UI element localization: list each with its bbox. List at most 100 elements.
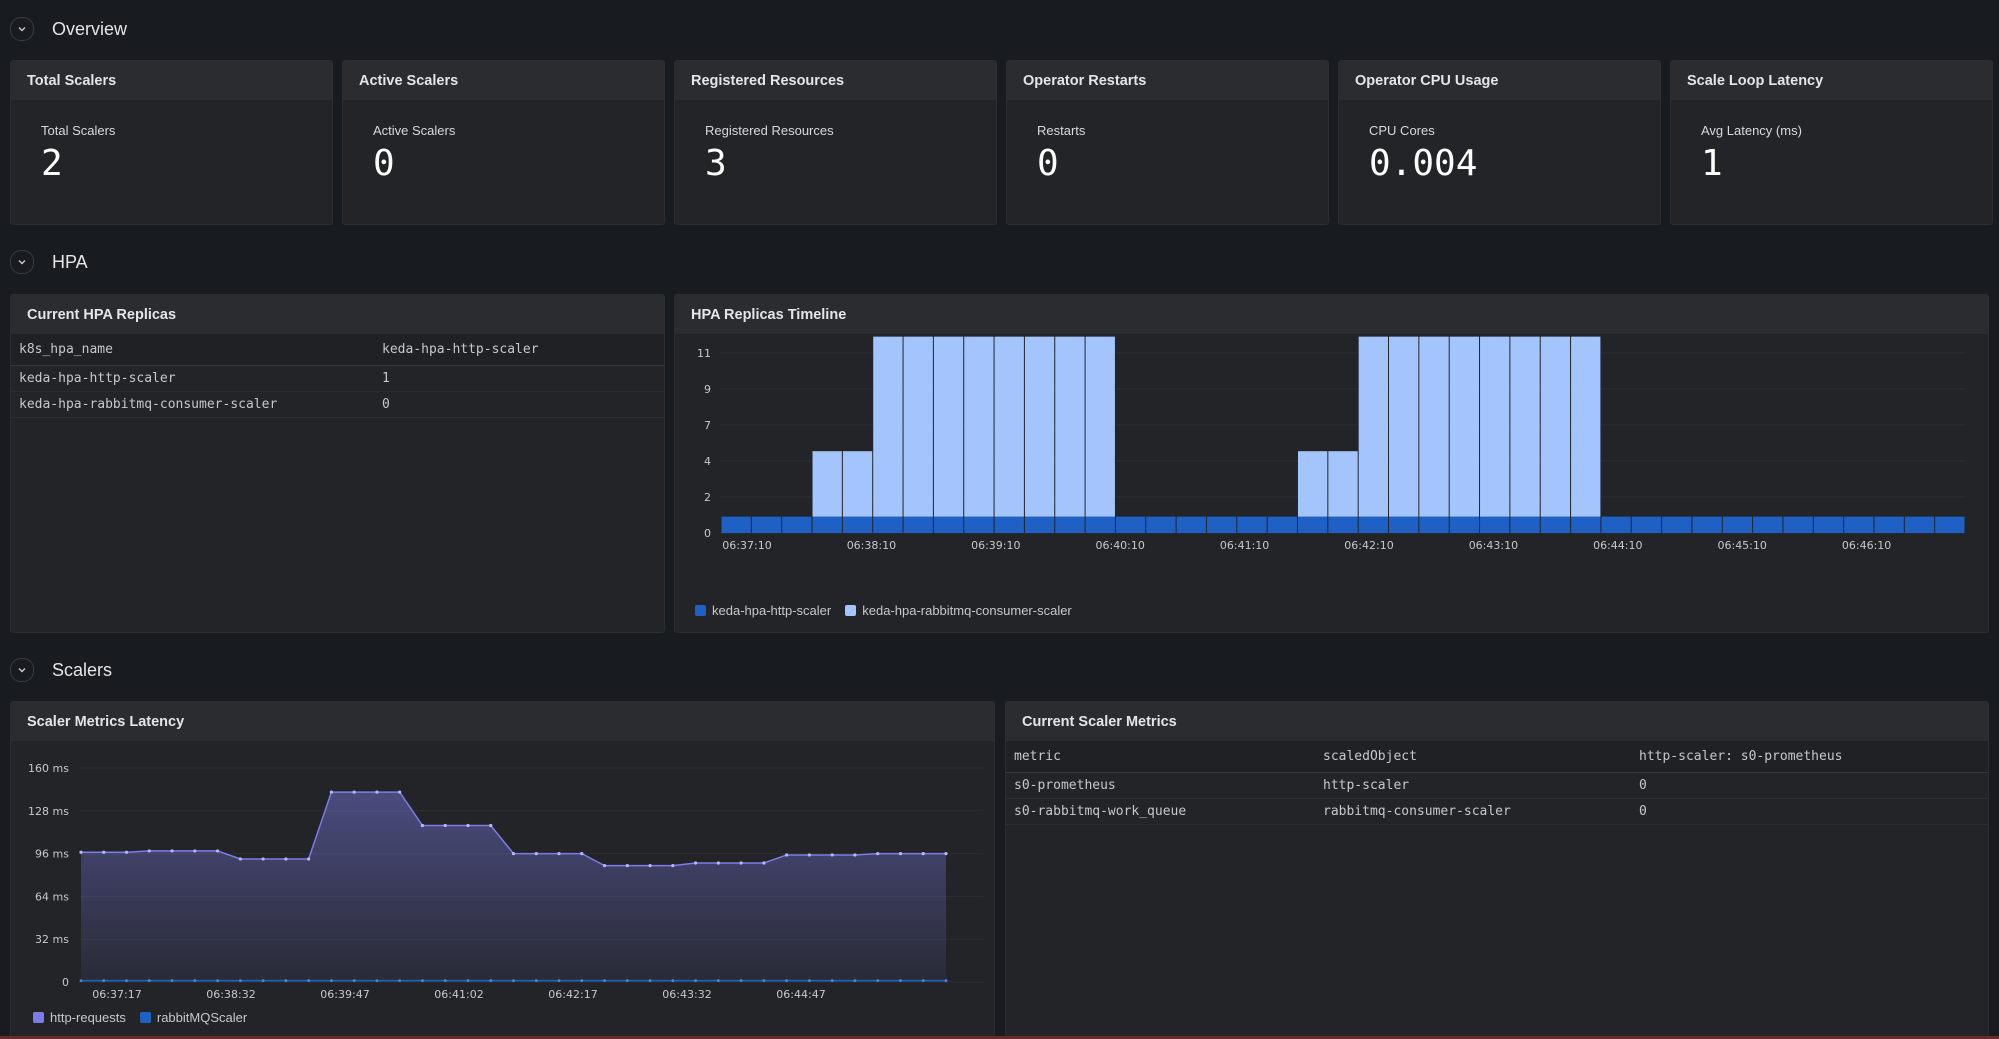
hpa-timeline-chart[interactable]: 0 2 4 7 9 11 06:37:10 06:38:10 06:39:10 06:40:10 0… [675, 335, 1988, 595]
bar-http-scaler [1297, 516, 1328, 533]
column-header[interactable]: keda-hpa-http-scaler [382, 342, 539, 357]
bar-http-scaler [1085, 516, 1115, 533]
data-point-http-requests [830, 853, 834, 857]
data-point-http-requests [921, 852, 925, 856]
bar-http-scaler [1783, 516, 1813, 533]
x-tick-label: 06:38:10 [847, 539, 896, 552]
row-overview[interactable]: Overview [10, 9, 127, 49]
data-point-http-requests [443, 823, 447, 828]
bar-http-scaler [873, 516, 903, 533]
stat-value: 0 [373, 143, 395, 184]
data-point-rabbitmqscaler [808, 979, 811, 983]
data-point-rabbitmqscaler [398, 979, 402, 983]
row-scalers[interactable]: Scalers [10, 650, 112, 690]
area-http-requests [81, 792, 946, 982]
x-tick-label: 06:45:10 [1717, 539, 1766, 552]
data-point-rabbitmqscaler [899, 979, 902, 983]
data-point-http-requests [807, 853, 812, 857]
data-point-http-requests [602, 864, 607, 868]
legend-item-rabbitmq-scaler[interactable]: rabbitMQScaler [139, 1010, 247, 1025]
stat-value: 2 [41, 143, 63, 184]
panel-title: Operator Restarts [1007, 61, 1328, 100]
bar-http-scaler [1267, 516, 1297, 533]
data-point-http-requests [762, 861, 766, 865]
x-tick-label: 06:44:47 [776, 988, 825, 1001]
bar-http-scaler [1935, 516, 1965, 533]
stat-label: Total Scalers [41, 123, 116, 138]
bar-http-scaler [1115, 516, 1146, 533]
data-point-http-requests [307, 857, 311, 861]
data-point-http-requests [739, 861, 743, 865]
y-tick-label: 2 [704, 491, 711, 504]
bar-http-scaler [1328, 516, 1358, 533]
bar-rabbitmq-scaler [1297, 451, 1328, 517]
panel-title: Current HPA Replicas [11, 295, 664, 334]
bar-http-scaler [1510, 516, 1540, 533]
data-point-http-requests [466, 823, 470, 828]
chevron-down-icon[interactable] [10, 658, 34, 682]
panel-title: Active Scalers [343, 61, 664, 100]
data-point-http-requests [648, 864, 652, 868]
stat-panel: Scale Loop Latency Avg Latency (ms) 1 [1670, 60, 1993, 225]
bar-rabbitmq-scaler [1389, 336, 1419, 517]
bar-http-scaler [812, 516, 842, 533]
x-tick-label: 06:46:10 [1842, 539, 1891, 552]
data-point-http-requests [147, 849, 151, 853]
data-point-http-requests [102, 850, 106, 854]
bar-http-scaler [994, 516, 1024, 533]
column-header[interactable]: metric [1014, 749, 1061, 764]
data-point-http-requests [671, 864, 675, 868]
bar-http-scaler [1662, 516, 1692, 533]
data-point-http-requests [876, 852, 880, 856]
stat-value: 3 [705, 143, 727, 184]
data-point-http-requests [420, 823, 425, 828]
stat-label: Avg Latency (ms) [1701, 123, 1802, 138]
legend-item-http-requests[interactable]: http-requests [33, 1010, 126, 1025]
bar-http-scaler [1904, 516, 1935, 533]
scaler-table: metric scaledObject http-scaler: s0-prom… [1006, 741, 1988, 825]
bar-rabbitmq-scaler [812, 451, 842, 517]
bar-http-scaler [1631, 516, 1662, 533]
table-cell: 0 [1639, 778, 1647, 793]
y-tick-label: 9 [704, 383, 711, 396]
column-header[interactable]: http-scaler: s0-prometheus [1639, 749, 1843, 764]
column-header[interactable]: scaledObject [1323, 749, 1417, 764]
scaler-latency-chart[interactable]: 0 32 ms 64 ms 96 ms 128 ms 160 ms 06:37:17 06:3… [11, 742, 994, 1002]
data-point-rabbitmqscaler [603, 979, 606, 983]
bar-http-scaler [1480, 516, 1510, 533]
bar-rabbitmq-scaler [1085, 336, 1115, 517]
y-tick-label: 96 ms [35, 848, 69, 861]
table-cell: http-scaler [1323, 778, 1410, 793]
legend-label: keda-hpa-http-scaler [712, 603, 832, 618]
bar-http-scaler [1419, 516, 1449, 533]
column-header[interactable]: k8s_hpa_name [19, 342, 113, 357]
bar-http-scaler [782, 516, 812, 533]
data-point-http-requests [193, 849, 197, 853]
data-point-rabbitmqscaler [557, 979, 561, 983]
chevron-down-icon[interactable] [10, 250, 34, 274]
data-point-rabbitmqscaler [785, 979, 789, 983]
data-point-http-requests [511, 852, 516, 856]
bar-http-scaler [721, 516, 751, 533]
row-hpa[interactable]: HPA [10, 242, 88, 282]
x-tick-label: 06:39:10 [971, 539, 1020, 552]
table-row: s0-rabbitmq-work_queue rabbitmq-consumer… [1006, 799, 1988, 825]
scaler-latency-panel: Scaler Metrics Latency 0 32 ms 64 ms 96 ms 1… [10, 701, 995, 1039]
chevron-down-icon[interactable] [10, 17, 34, 41]
x-tick-label: 06:43:10 [1469, 539, 1518, 552]
scaler-metrics-panel: Current Scaler Metrics metric scaledObje… [1005, 701, 1989, 1039]
data-point-rabbitmqscaler [329, 979, 333, 983]
data-point-rabbitmqscaler [443, 979, 447, 983]
legend-swatch [845, 605, 857, 616]
bar-http-scaler [751, 516, 782, 533]
data-point-rabbitmqscaler [625, 979, 629, 983]
data-point-rabbitmqscaler [238, 979, 242, 983]
data-point-rabbitmqscaler [921, 979, 925, 983]
row-title-scalers: Scalers [52, 659, 113, 680]
data-point-rabbitmqscaler [694, 979, 698, 983]
table-cell: 0 [1639, 804, 1647, 819]
row-title-overview: Overview [52, 18, 128, 39]
bar-rabbitmq-scaler [994, 336, 1024, 517]
legend-item-http-scaler[interactable]: keda-hpa-http-scaler [695, 603, 831, 618]
legend-item-rabbitmq-scaler[interactable]: keda-hpa-rabbitmq-consumer-scaler [845, 603, 1072, 618]
